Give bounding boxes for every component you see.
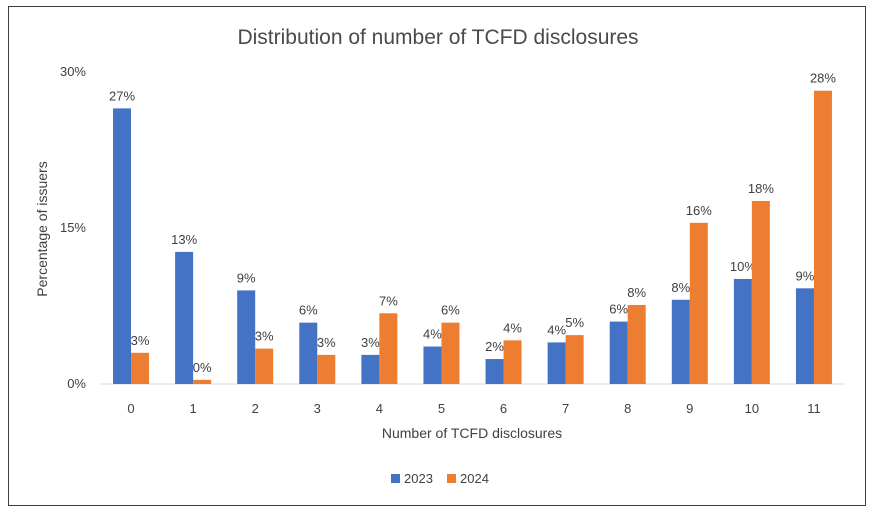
x-tick-label: 2 <box>252 401 259 416</box>
data-label-2023-4: 3% <box>361 335 380 350</box>
x-axis-ticks: 0 1 2 3 4 5 6 7 8 9 10 11 <box>127 401 820 416</box>
y-tick-label: 0% <box>67 376 86 391</box>
x-tick-label: 7 <box>562 401 569 416</box>
bar-2024-6 <box>503 340 522 384</box>
bar-2023-11 <box>795 288 814 384</box>
chart-frame <box>8 6 866 506</box>
legend-label-2024: 2024 <box>460 471 489 486</box>
data-label-2023-3: 6% <box>299 303 318 318</box>
y-axis-ticks: 0% 15% 30% <box>60 64 86 391</box>
x-tick-label: 4 <box>376 401 383 416</box>
bar-2023-0 <box>113 108 132 385</box>
data-label-2023-5: 4% <box>423 327 442 342</box>
legend-swatch-2024 <box>447 474 456 483</box>
y-axis-label: Percentage of issuers <box>34 161 50 296</box>
data-label-2024-3: 3% <box>317 335 336 350</box>
x-tick-label: 11 <box>807 401 821 416</box>
bar-2023-9 <box>671 299 690 384</box>
bar-2023-7 <box>547 342 566 384</box>
legend-swatch-2023 <box>391 474 400 483</box>
data-label-2023-11: 9% <box>796 268 815 283</box>
bar-2024-4 <box>379 313 398 384</box>
bar-2024-2 <box>255 348 274 384</box>
bar-2024-3 <box>317 354 336 384</box>
y-tick-label: 15% <box>60 220 86 235</box>
data-label-2023-9: 8% <box>671 280 690 295</box>
bar-2023-8 <box>609 321 628 384</box>
legend-label-2023: 2023 <box>404 471 433 486</box>
bar-2023-2 <box>237 290 256 384</box>
x-tick-label: 8 <box>624 401 631 416</box>
x-tick-label: 5 <box>438 401 445 416</box>
data-label-2023-6: 2% <box>485 339 504 354</box>
bar-2024-11 <box>813 90 832 384</box>
data-label-2024-0: 3% <box>131 333 150 348</box>
bar-2024-10 <box>751 200 770 384</box>
bar-2023-1 <box>175 251 194 384</box>
bar-2023-10 <box>733 278 752 384</box>
data-label-2024-1: 0% <box>193 360 212 375</box>
data-label-2024-11: 28% <box>810 71 836 86</box>
data-label-2024-9: 16% <box>686 203 712 218</box>
x-tick-label: 9 <box>686 401 693 416</box>
data-label-2024-8: 8% <box>627 285 646 300</box>
bar-2024-9 <box>689 222 708 384</box>
data-label-2023-7: 4% <box>547 322 566 337</box>
bar-2024-7 <box>565 335 584 384</box>
data-label-2023-10: 10% <box>730 259 756 274</box>
bar-2024-8 <box>627 304 646 384</box>
x-tick-label: 1 <box>190 401 197 416</box>
chart-title: Distribution of number of TCFD disclosur… <box>237 26 638 49</box>
data-label-2023-0: 27% <box>109 88 135 103</box>
bar-2024-1 <box>193 379 212 384</box>
data-label-2024-10: 18% <box>748 181 774 196</box>
data-label-2024-6: 4% <box>503 320 522 335</box>
bar-2023-3 <box>299 322 318 384</box>
x-axis-label: Number of TCFD disclosures <box>382 425 562 441</box>
data-label-2024-4: 7% <box>379 293 398 308</box>
x-tick-label: 6 <box>500 401 507 416</box>
data-label-2023-1: 13% <box>171 232 197 247</box>
bars-layer: 27%3%13%0%9%3%6%3% 3%7%4%6%2%4% 4% 5%6%8% 8%… <box>109 71 836 385</box>
bar-2024-5 <box>441 322 460 384</box>
legend: 2023 2024 <box>391 471 489 486</box>
data-label-2024-7: 5% <box>565 315 584 330</box>
data-label-2023-8: 6% <box>609 302 628 317</box>
x-tick-label: 0 <box>127 401 134 416</box>
data-label-2024-5: 6% <box>441 303 460 318</box>
bar-2024-0 <box>131 352 150 384</box>
data-label-2024-2: 3% <box>255 329 274 344</box>
x-tick-label: 3 <box>314 401 321 416</box>
x-tick-label: 10 <box>745 401 759 416</box>
data-label-2023-2: 9% <box>237 270 256 285</box>
y-tick-label: 30% <box>60 64 86 79</box>
bar-2023-6 <box>485 359 504 384</box>
bar-2023-5 <box>423 346 442 384</box>
bar-2023-4 <box>361 354 380 384</box>
